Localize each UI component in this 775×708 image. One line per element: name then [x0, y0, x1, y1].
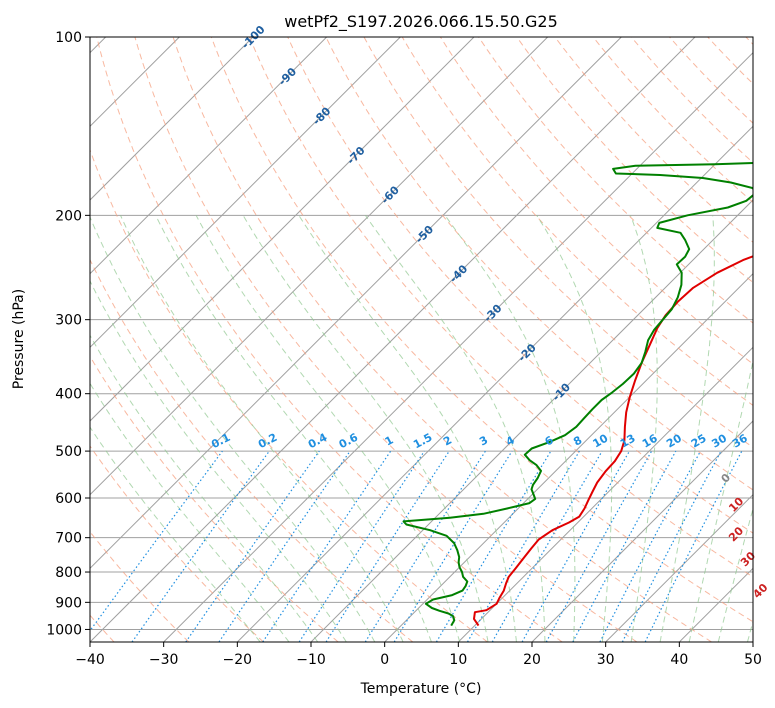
moist-adiabat-line	[242, 215, 489, 642]
x-tick-label: 20	[523, 652, 541, 668]
y-tick-label: 400	[55, 387, 82, 403]
plot-frame	[89, 36, 754, 643]
mixing-ratio-line	[325, 450, 450, 642]
isotherm-line	[384, 272, 753, 642]
x-tick-label: −10	[296, 652, 326, 668]
x-tick-label: −30	[149, 652, 179, 668]
dewpoint-profile-line	[402, 161, 753, 627]
x-tick-label: 0	[380, 652, 389, 668]
background-lines	[90, 37, 753, 642]
moist-adiabat-line	[536, 215, 613, 642]
y-tick-label: 300	[55, 313, 82, 329]
sounding-series	[402, 161, 753, 627]
x-tick-label: 30	[597, 652, 615, 668]
moist-adiabat-line	[90, 215, 376, 642]
dry-adiabat-line	[90, 258, 414, 642]
isotherm-line	[310, 199, 753, 642]
moist-adiabat-line	[90, 334, 319, 642]
isotherm-line	[236, 125, 753, 642]
dry-adiabat-line	[90, 355, 339, 642]
dry-adiabat-line	[96, 37, 563, 642]
y-tick-label: 1000	[46, 622, 82, 638]
mixing-ratio-line	[644, 450, 743, 642]
mixing-ratio-line	[545, 450, 653, 642]
x-tick-label: 50	[744, 652, 762, 668]
mixing-ratio-line	[90, 450, 223, 632]
chart-title: wetPf2_S197.2026.066.15.50.G25	[284, 12, 558, 32]
dry-adiabat-line	[90, 445, 264, 642]
moist-adiabat-line	[195, 215, 461, 642]
moist-adiabat-line	[120, 215, 404, 642]
dry-adiabat-line	[325, 37, 753, 491]
moist-adiabat-line	[155, 215, 432, 642]
axis-ticks: −40 −30 −20 −10 0 10 20 30 40 50 100 200 300 400 500 60…	[46, 30, 762, 668]
y-tick-label: 600	[55, 491, 82, 507]
isotherm-line	[90, 37, 622, 570]
plot-background	[90, 37, 753, 642]
isotherm-line	[752, 641, 753, 642]
mixing-ratio-line	[131, 450, 270, 642]
dry-adiabat-line	[249, 37, 753, 578]
moist-adiabat-line	[90, 279, 347, 642]
isotherm-line	[605, 493, 753, 642]
y-tick-label: 200	[55, 208, 82, 224]
dry-adiabat-line	[210, 37, 753, 623]
mixing-ratio-line	[218, 450, 351, 642]
isotherm-line	[90, 37, 475, 422]
mixing-ratio-line	[262, 450, 392, 642]
mixing-ratio-line	[393, 450, 513, 642]
y-tick-label: 100	[55, 30, 82, 46]
y-tick-label: 900	[55, 595, 82, 611]
x-tick-label: −40	[75, 652, 105, 668]
temperature-profile-line	[473, 255, 753, 627]
y-tick-label: 700	[55, 531, 82, 547]
mixing-ratio-line	[521, 450, 631, 642]
moist-adiabat-label: 40	[751, 581, 771, 601]
isotherm-line	[90, 37, 328, 275]
dry-adiabat-line	[516, 37, 753, 284]
isotherm-line	[90, 37, 254, 201]
x-axis-label: Temperature (°C)	[360, 681, 482, 697]
dry-adiabat-line	[287, 37, 753, 534]
isotherm-line	[457, 346, 753, 642]
mixing-ratio-line	[572, 450, 677, 642]
mixing-ratio-line	[185, 450, 320, 642]
x-tick-label: −20	[223, 652, 253, 668]
y-tick-label: 500	[55, 444, 82, 460]
dry-adiabat-line	[172, 37, 712, 642]
isotherm-line	[90, 37, 549, 496]
y-tick-label: 800	[55, 565, 82, 581]
isotherm-line	[90, 37, 696, 642]
moist-adiabat-line	[364, 215, 546, 642]
moist-adiabat-line	[659, 215, 715, 642]
isotherm-line	[531, 420, 753, 642]
moist-adiabat-line	[444, 215, 576, 642]
isotherm-line	[163, 51, 753, 642]
x-tick-label: 40	[670, 652, 688, 668]
moist-adiabat-line	[630, 215, 658, 642]
moist-adiabat-line	[90, 426, 261, 642]
y-axis-label: Pressure (hPa)	[11, 289, 27, 389]
mixing-ratio-line	[298, 450, 425, 642]
x-tick-label: 10	[449, 652, 467, 668]
